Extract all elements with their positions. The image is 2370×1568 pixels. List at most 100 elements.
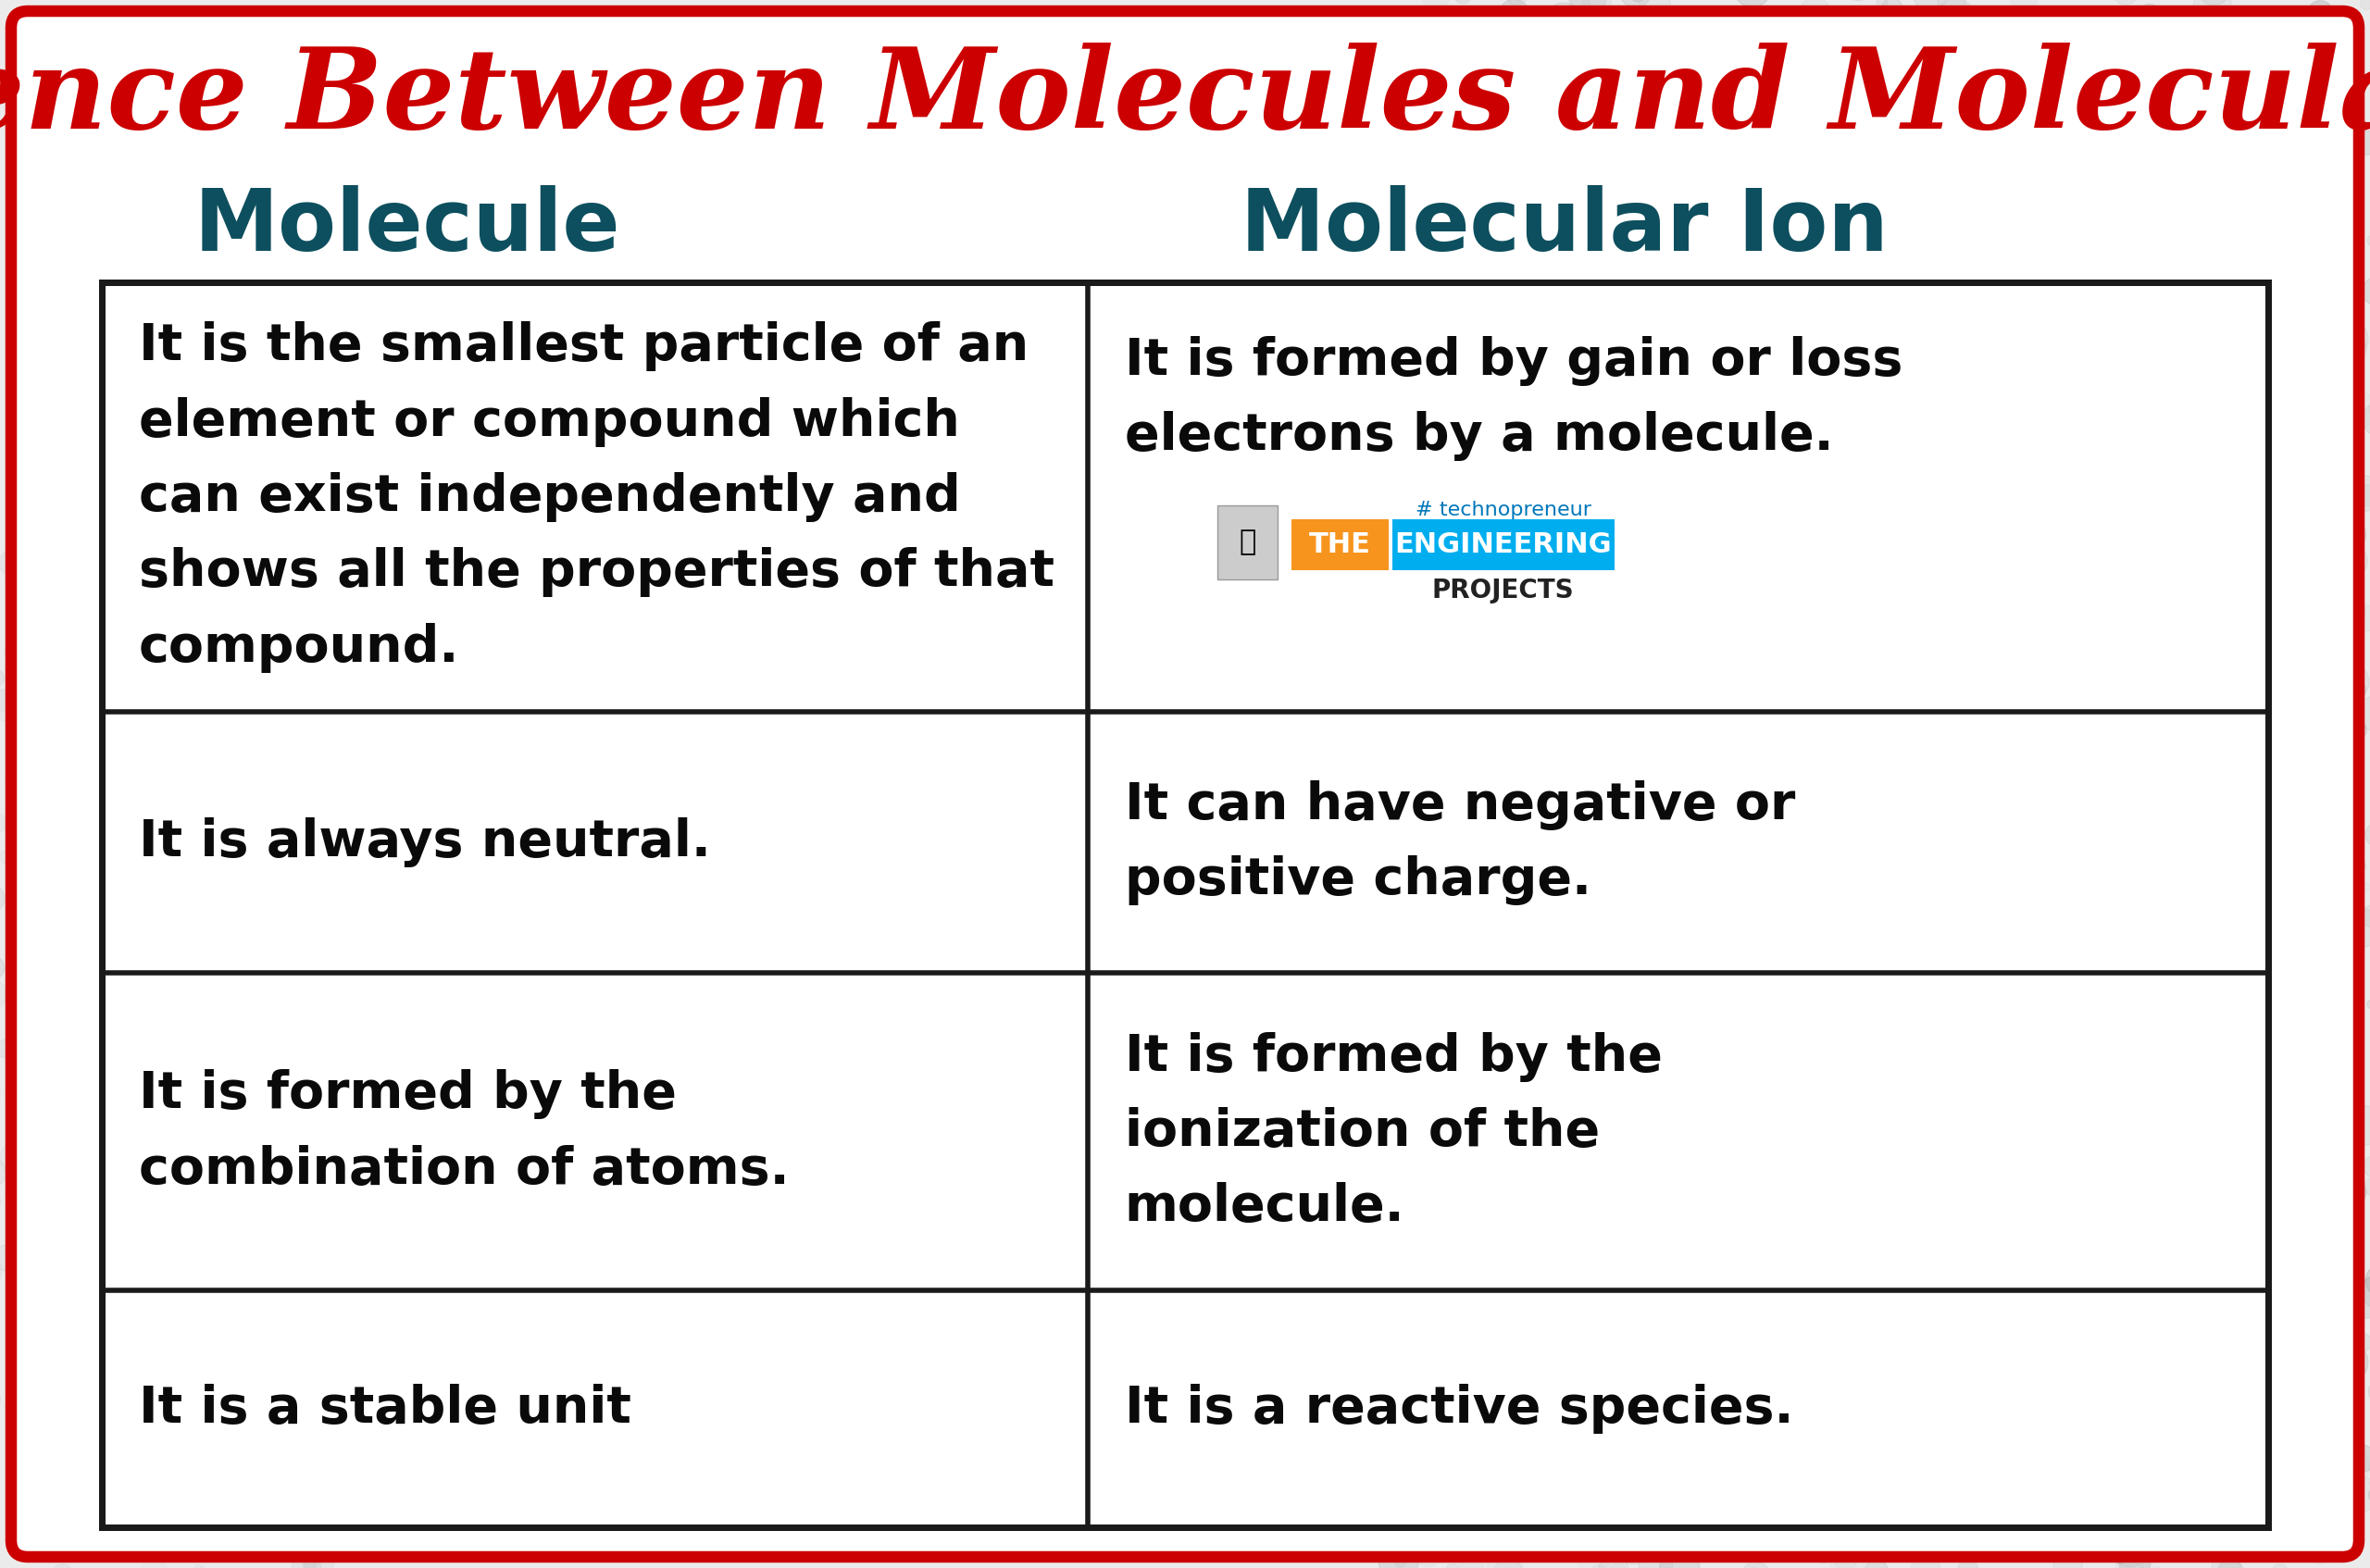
- Circle shape: [1588, 789, 1623, 823]
- Circle shape: [1905, 1218, 1922, 1236]
- Circle shape: [1751, 71, 1768, 88]
- Circle shape: [1751, 1303, 1785, 1334]
- Circle shape: [1517, 361, 1548, 392]
- Circle shape: [1695, 892, 1725, 924]
- Circle shape: [1628, 1157, 1638, 1167]
- Circle shape: [1631, 314, 1640, 321]
- Circle shape: [1837, 1021, 1849, 1030]
- Circle shape: [1417, 245, 1448, 274]
- Circle shape: [1692, 967, 1732, 1008]
- Circle shape: [1787, 858, 1815, 887]
- Circle shape: [2294, 1101, 2332, 1140]
- Circle shape: [0, 688, 9, 712]
- Circle shape: [1799, 1364, 1834, 1400]
- Text: It is a reactive species.: It is a reactive species.: [1123, 1385, 1794, 1435]
- Circle shape: [1960, 1551, 1969, 1560]
- Circle shape: [2240, 891, 2249, 900]
- Circle shape: [2145, 94, 2157, 105]
- Circle shape: [1991, 873, 2019, 902]
- Circle shape: [1884, 622, 1922, 660]
- Circle shape: [1993, 743, 2031, 781]
- Circle shape: [1792, 1248, 1806, 1261]
- Circle shape: [1953, 423, 1962, 433]
- Circle shape: [329, 1195, 351, 1217]
- Circle shape: [1507, 1287, 1522, 1300]
- Circle shape: [1839, 93, 1872, 125]
- Circle shape: [1974, 691, 1993, 710]
- Circle shape: [38, 1198, 55, 1215]
- Circle shape: [1948, 328, 1977, 354]
- Circle shape: [2263, 263, 2278, 278]
- Circle shape: [2304, 1138, 2342, 1178]
- Circle shape: [1879, 1385, 1894, 1400]
- Circle shape: [1564, 1196, 1602, 1234]
- Circle shape: [1524, 1493, 1559, 1529]
- Circle shape: [1377, 710, 1415, 748]
- Circle shape: [1455, 80, 1484, 108]
- Circle shape: [1763, 850, 1778, 864]
- Circle shape: [1564, 1060, 1574, 1068]
- Circle shape: [1659, 483, 1690, 511]
- Circle shape: [1460, 50, 1472, 61]
- Circle shape: [1721, 83, 1732, 96]
- Circle shape: [320, 1207, 329, 1215]
- Circle shape: [2166, 387, 2178, 397]
- Circle shape: [1455, 1320, 1479, 1344]
- Circle shape: [1488, 1256, 1512, 1281]
- Circle shape: [2199, 1519, 2235, 1555]
- Text: THE: THE: [1308, 532, 1370, 558]
- Circle shape: [1728, 756, 1768, 793]
- Circle shape: [2221, 1149, 2244, 1174]
- Circle shape: [1543, 641, 1559, 657]
- Circle shape: [2107, 1033, 2119, 1044]
- Circle shape: [2166, 1396, 2195, 1422]
- Circle shape: [1460, 1554, 1484, 1568]
- Circle shape: [1434, 877, 1472, 913]
- Circle shape: [2003, 974, 2012, 985]
- Circle shape: [1891, 1345, 1903, 1358]
- Circle shape: [1770, 289, 1785, 303]
- Circle shape: [2112, 375, 2138, 403]
- Circle shape: [1811, 1247, 1823, 1259]
- Circle shape: [1818, 1333, 1834, 1348]
- Circle shape: [2318, 1127, 2356, 1165]
- Circle shape: [1401, 254, 1431, 284]
- Circle shape: [1595, 1458, 1628, 1491]
- Circle shape: [2202, 334, 2230, 361]
- Circle shape: [2188, 971, 2225, 1010]
- Circle shape: [1410, 1526, 1424, 1540]
- Circle shape: [178, 1521, 194, 1538]
- Circle shape: [2114, 1535, 2145, 1568]
- Circle shape: [1507, 278, 1533, 303]
- Circle shape: [2315, 279, 2353, 315]
- Circle shape: [1664, 739, 1687, 762]
- Circle shape: [1915, 671, 1932, 687]
- Circle shape: [1761, 121, 1778, 138]
- Circle shape: [2005, 511, 2038, 544]
- Circle shape: [1562, 862, 1588, 889]
- Circle shape: [1778, 488, 1787, 495]
- Circle shape: [1811, 1482, 1825, 1496]
- Circle shape: [2142, 56, 2180, 96]
- Circle shape: [1951, 263, 1960, 271]
- Circle shape: [2237, 528, 2275, 566]
- Circle shape: [1533, 858, 1557, 881]
- Circle shape: [173, 1430, 190, 1446]
- Circle shape: [1524, 417, 1557, 450]
- Circle shape: [1626, 877, 1640, 891]
- Circle shape: [2033, 925, 2067, 956]
- Circle shape: [1709, 1013, 1721, 1027]
- Circle shape: [1920, 508, 1934, 522]
- Circle shape: [280, 833, 292, 847]
- Circle shape: [1744, 1008, 1754, 1018]
- Circle shape: [2325, 1044, 2353, 1073]
- Circle shape: [88, 621, 107, 641]
- Circle shape: [1841, 1309, 1858, 1325]
- Circle shape: [1723, 811, 1742, 829]
- Circle shape: [1408, 133, 1439, 163]
- Circle shape: [1564, 326, 1578, 342]
- Circle shape: [2218, 1123, 2225, 1131]
- Circle shape: [159, 737, 178, 756]
- Circle shape: [2128, 1281, 2152, 1305]
- Circle shape: [2304, 107, 2332, 133]
